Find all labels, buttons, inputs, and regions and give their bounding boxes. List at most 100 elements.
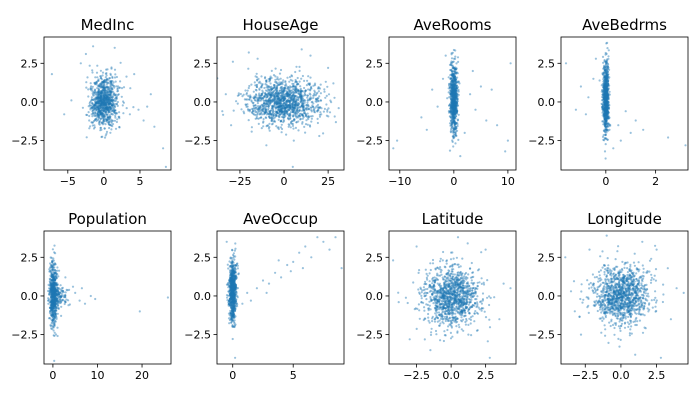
scatter-point xyxy=(451,101,454,104)
subplot-title: MedInc xyxy=(81,16,135,34)
scatter-point xyxy=(605,131,608,134)
scatter-point xyxy=(58,295,61,298)
scatter-point xyxy=(605,107,609,110)
scatter-point xyxy=(605,121,608,124)
scatter-point xyxy=(295,102,298,105)
scatter-point xyxy=(605,110,608,113)
scatter-point xyxy=(247,86,250,90)
scatter-point xyxy=(604,119,607,122)
scatter-point xyxy=(91,106,94,109)
scatter-point xyxy=(332,82,335,85)
scatter-point xyxy=(101,91,104,94)
scatter-point xyxy=(313,92,316,95)
scatter-point xyxy=(288,100,291,104)
scatter-point xyxy=(605,113,608,116)
scatter-point xyxy=(273,85,276,88)
scatter-point xyxy=(48,317,52,320)
scatter-point xyxy=(105,106,108,109)
scatter-point xyxy=(245,98,248,101)
scatter-point xyxy=(564,62,568,65)
scatter-point xyxy=(605,77,608,80)
scatter-point xyxy=(233,321,236,324)
scatter-point xyxy=(606,94,609,97)
scatter-point xyxy=(105,110,108,114)
scatter-point xyxy=(455,112,458,115)
scatter-point xyxy=(232,278,235,281)
scatter-point xyxy=(231,295,234,298)
scatter-point xyxy=(94,102,98,105)
scatter-point xyxy=(288,89,291,92)
scatter-point xyxy=(232,298,235,301)
scatter-point xyxy=(287,117,290,120)
scatter-point xyxy=(53,292,56,295)
scatter-point xyxy=(236,267,239,270)
scatter-point xyxy=(104,103,107,106)
scatter-point xyxy=(233,279,236,282)
scatter-point xyxy=(55,306,58,309)
scatter-point xyxy=(107,109,111,112)
scatter-point xyxy=(107,94,110,97)
scatter-point xyxy=(231,288,234,291)
scatter-point xyxy=(103,98,106,101)
scatter-point xyxy=(292,110,295,113)
scatter-point xyxy=(108,91,111,94)
scatter-point xyxy=(115,96,118,99)
scatter-point xyxy=(304,107,307,110)
scatter-point xyxy=(605,97,608,100)
scatter-point xyxy=(51,300,54,303)
scatter-point xyxy=(441,77,445,80)
scatter-point xyxy=(102,107,105,111)
scatter-point xyxy=(607,106,611,109)
scatter-point xyxy=(279,102,282,105)
scatter-point xyxy=(605,95,608,98)
scatter-point xyxy=(603,76,606,79)
scatter-point xyxy=(311,115,314,118)
scatter-point xyxy=(606,110,609,113)
scatter-point xyxy=(607,104,610,107)
scatter-point xyxy=(605,91,608,94)
scatter-point xyxy=(310,106,313,109)
scatter-point xyxy=(271,109,274,112)
scatter-point xyxy=(451,113,454,116)
scatter-point xyxy=(279,83,282,86)
scatter-point xyxy=(51,302,54,305)
scatter-point xyxy=(603,124,607,127)
scatter-point xyxy=(273,84,276,87)
scatter-point xyxy=(268,88,272,91)
scatter-point xyxy=(275,104,278,107)
scatter-point xyxy=(295,115,298,118)
scatter-point xyxy=(606,107,609,110)
scatter-point xyxy=(608,68,611,71)
scatter-point xyxy=(94,111,97,114)
scatter-point xyxy=(451,80,454,83)
scatter-point xyxy=(97,116,100,119)
scatter-point xyxy=(53,322,56,325)
scatter-point xyxy=(604,97,607,100)
scatter-point xyxy=(453,70,456,73)
scatter-point xyxy=(104,76,107,79)
scatter-point xyxy=(53,290,56,293)
scatter-point xyxy=(285,95,289,98)
scatter-point xyxy=(451,70,454,73)
scatter-point xyxy=(52,307,55,310)
scatter-point xyxy=(297,99,300,102)
scatter-point xyxy=(273,100,276,103)
scatter-point xyxy=(101,106,104,109)
scatter-point xyxy=(280,111,283,114)
scatter-point xyxy=(295,121,298,124)
scatter-point xyxy=(96,114,99,117)
scatter-point xyxy=(274,92,277,95)
scatter-point xyxy=(284,107,287,110)
scatter-point xyxy=(266,89,269,93)
scatter-point xyxy=(601,98,605,101)
scatter-point xyxy=(454,68,457,71)
scatter-point xyxy=(603,97,606,100)
scatter-point xyxy=(451,115,454,118)
scatter-point xyxy=(601,135,605,138)
scatter-point xyxy=(457,80,460,83)
scatter-point xyxy=(605,117,608,120)
scatter-point xyxy=(91,106,94,109)
scatter-point xyxy=(283,86,286,90)
scatter-point xyxy=(102,100,105,103)
scatter-point xyxy=(453,94,456,97)
